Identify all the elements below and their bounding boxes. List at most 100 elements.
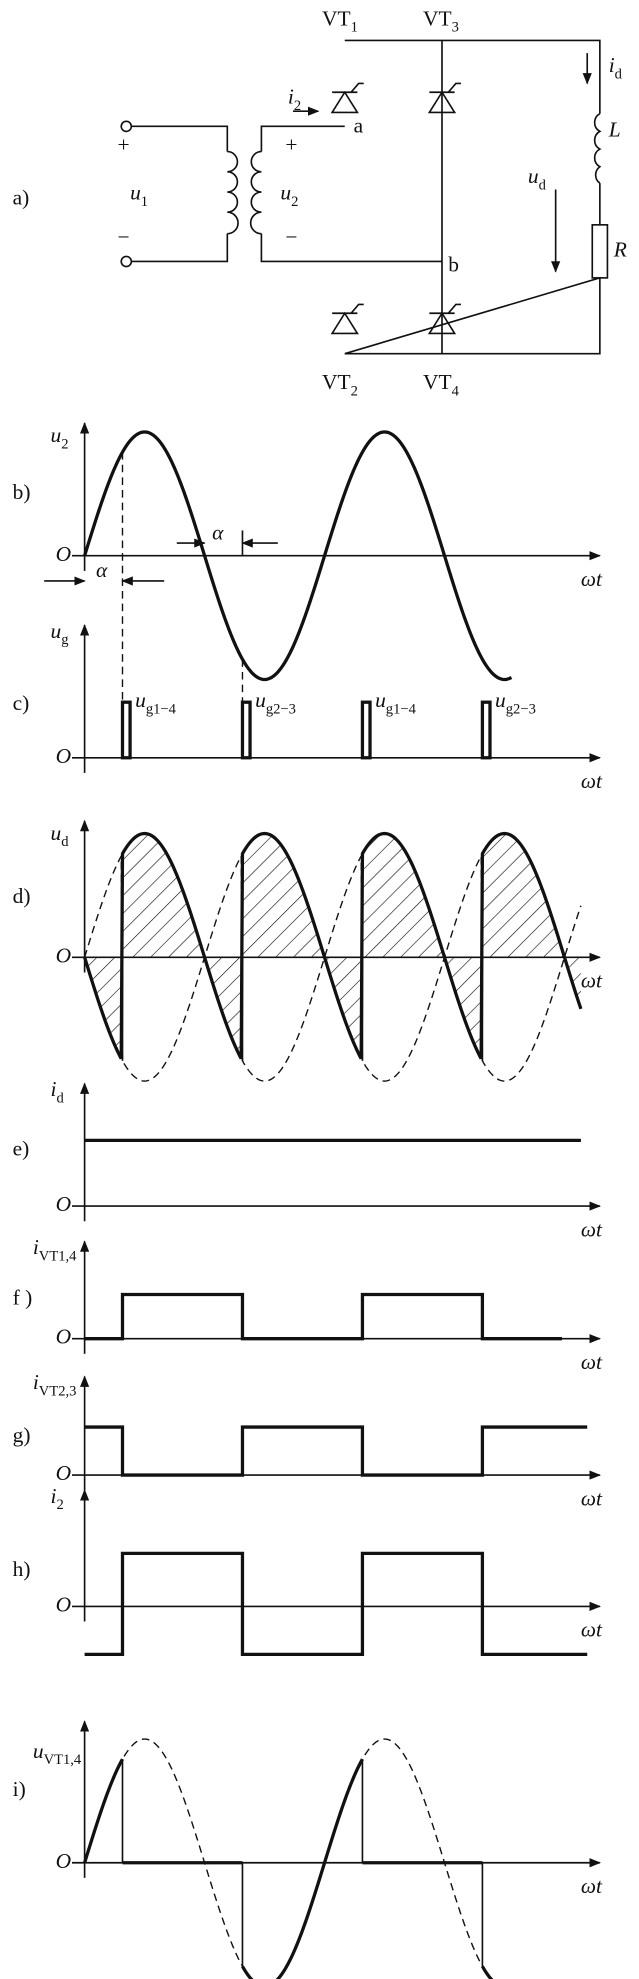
circuit-label: a (354, 114, 364, 138)
gate-pulse (360, 700, 372, 760)
circuit-label: + (285, 133, 297, 157)
bridge-wire (344, 39, 601, 355)
panel-label: d) (13, 884, 31, 908)
waveform-dashed (83, 855, 582, 1082)
x-axis-label: ωt (581, 1350, 603, 1374)
waveform (84, 1551, 588, 1657)
panel-label: h) (13, 1557, 31, 1581)
y-axis-label-main: i (33, 1235, 39, 1259)
circuit-label-sub: 1 (351, 20, 358, 36)
circuit-label-main: u (130, 181, 141, 205)
terminal (120, 120, 133, 133)
circuit-label: id (609, 53, 623, 82)
origin-label: O (56, 1325, 71, 1349)
circuit-label: VT4 (423, 370, 460, 399)
pulse-label-main: u (375, 688, 386, 712)
pulse-label: ug2−3 (255, 688, 296, 717)
waveform (83, 1758, 124, 1864)
y-axis-label-main: i (51, 1077, 57, 1101)
y-axis-label-main: i (51, 1484, 57, 1508)
pulse-label-sub: g1−4 (146, 702, 177, 718)
origin-label: O (56, 1592, 71, 1616)
y-axis-label-sub: d (56, 1091, 64, 1107)
panel-label: e) (13, 1137, 30, 1161)
circuit-label-sub: d (615, 66, 623, 82)
circuit-label-sub: 2 (351, 383, 358, 399)
circuit-label: R (613, 237, 627, 261)
circuit-label: ud (528, 164, 547, 193)
x-axis-label: ωt (581, 769, 603, 793)
circuit-label-main: i (609, 53, 615, 77)
primary-coil (227, 150, 239, 235)
circuit-label: + (117, 133, 129, 157)
origin-label: O (56, 1849, 71, 1873)
circuit-label: VT1 (322, 6, 358, 35)
circuit-label: b (448, 253, 459, 277)
circuit-label-main: VT (322, 6, 351, 30)
circuit-label: VT3 (423, 6, 459, 35)
panel-label: g) (13, 1423, 31, 1447)
y-axis-label: u2 (51, 423, 69, 452)
thyristor (427, 303, 461, 335)
circuit-label-main: VT (423, 370, 452, 394)
y-axis-label-sub: 2 (61, 436, 68, 452)
y-axis-label-main: i (33, 1370, 39, 1394)
primary-wire (131, 125, 229, 263)
circuit-label: − (117, 225, 129, 249)
y-axis-label: i2 (51, 1484, 64, 1513)
x-axis-label: ωt (581, 567, 603, 591)
origin-label: O (56, 943, 71, 967)
x-axis-label: ωt (581, 1618, 603, 1642)
circuit (120, 39, 609, 355)
pulse-label-sub: g2−3 (506, 702, 536, 718)
gate-pulse (120, 700, 132, 760)
circuit-label-sub: 2 (291, 194, 298, 210)
y-axis-label-sub: d (61, 834, 69, 850)
circuit-label-sub: d (539, 177, 547, 193)
waveform (84, 1425, 588, 1477)
circuit-label: VT2 (322, 370, 358, 399)
circuit-label-main: i (288, 85, 294, 109)
circuit-label-main: VT (423, 6, 452, 30)
waveform (480, 1965, 494, 1979)
y-axis-label: uVT1,4 (33, 1739, 82, 1768)
y-axis-label-main: u (51, 423, 62, 447)
y-axis-label: iVT2,3 (33, 1370, 77, 1399)
x-axis-label: ωt (581, 1874, 603, 1898)
thyristor (330, 303, 364, 335)
origin-label: O (56, 542, 71, 566)
circuit-label: u2 (280, 181, 298, 210)
thyristor (427, 82, 461, 114)
waveform (241, 1758, 364, 1979)
pulse-label-sub: g2−3 (266, 702, 296, 718)
circuit-label: i2 (288, 85, 301, 114)
circuit-label: − (285, 225, 297, 249)
terminal (120, 255, 133, 268)
panel-label: c) (13, 691, 30, 715)
x-axis-label: ωt (581, 969, 603, 993)
y-axis-label-sub: g (61, 632, 69, 648)
y-axis-label-main: u (33, 1739, 44, 1763)
circuit-label: u1 (130, 181, 148, 210)
y-axis-label-sub: 2 (56, 1497, 63, 1513)
gate-pulse (480, 700, 492, 760)
panel-label: f ) (13, 1286, 33, 1310)
angle-label: α (212, 520, 224, 544)
origin-label: O (56, 1461, 71, 1485)
y-axis-label: id (51, 1077, 65, 1106)
y-axis-label-sub: VT2,3 (39, 1384, 77, 1400)
gate-pulse (240, 700, 252, 760)
x-axis-label: ωt (581, 1486, 603, 1510)
pulse-label-main: u (495, 688, 506, 712)
hatch (84, 833, 581, 1059)
pulse-label: ug2−3 (495, 688, 536, 717)
circuit-label-main: u (528, 164, 539, 188)
pulse-label: ug1−4 (135, 688, 177, 717)
inductor (593, 112, 602, 184)
secondary-wire (260, 125, 442, 263)
angle-label: α (96, 558, 108, 582)
waveform (84, 1292, 562, 1341)
secondary-coil (249, 150, 262, 235)
panel-label: b) (13, 480, 31, 504)
